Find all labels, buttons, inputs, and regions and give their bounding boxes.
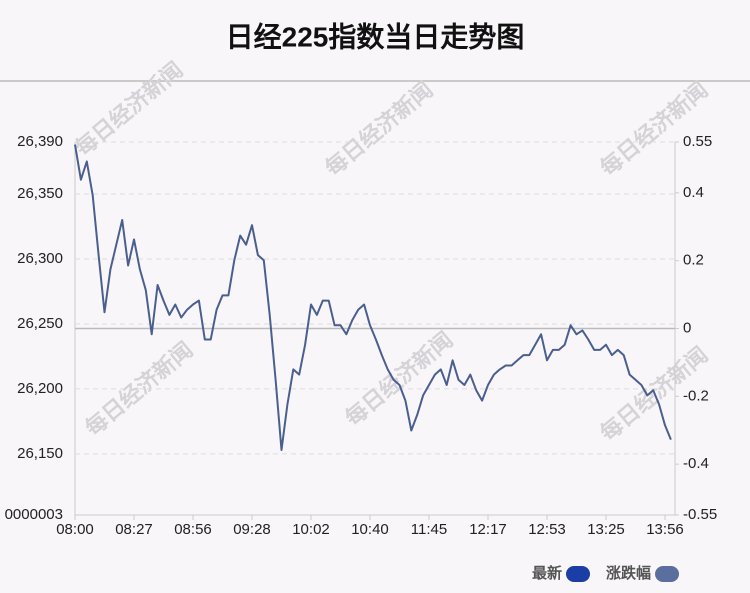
- x-tick-label: 10:02: [292, 521, 330, 538]
- y-tick-label: 26,250: [17, 315, 63, 332]
- x-tick-label: 08:00: [56, 521, 94, 538]
- x-tick-label: 13:25: [587, 521, 625, 538]
- price-line: [74, 144, 672, 451]
- y2-tick-label: -0.4: [683, 455, 709, 472]
- y2-tick-label: 0.2: [683, 252, 704, 269]
- y2-tick-label: 0: [683, 319, 691, 336]
- x-tick-label: 10:40: [351, 521, 389, 538]
- y2-tick-label: -0.55: [683, 506, 717, 523]
- x-tick-label: 12:17: [469, 521, 507, 538]
- legend-label: 涨跌幅: [606, 564, 651, 582]
- y-tick-label: 26,200: [17, 380, 63, 397]
- x-tick-label: 11:45: [411, 521, 447, 538]
- x-tick-label: 08:56: [174, 521, 212, 538]
- legend-swatch: [655, 566, 680, 582]
- y2-tick-label: 0.55: [683, 133, 712, 150]
- x-tick-label: 13:56: [646, 521, 684, 538]
- y2-tick-label: -0.2: [683, 387, 709, 404]
- chart-title: 日经225指数当日走势图: [226, 20, 525, 52]
- legend-label: 最新: [532, 564, 562, 582]
- y-tick-label: 26,350: [17, 185, 63, 202]
- y-tick-label: 26,150: [17, 445, 63, 462]
- y-tick-label: 26,300: [17, 250, 63, 267]
- y-tick-label: 0000003: [5, 506, 63, 523]
- y2-tick-label: 0.4: [683, 184, 704, 201]
- x-tick-label: 08:27: [115, 521, 153, 538]
- x-tick-label: 09:28: [233, 521, 271, 538]
- x-tick-label: 12:53: [528, 521, 566, 538]
- legend-swatch: [566, 566, 591, 582]
- y-tick-label: 26,390: [17, 133, 63, 150]
